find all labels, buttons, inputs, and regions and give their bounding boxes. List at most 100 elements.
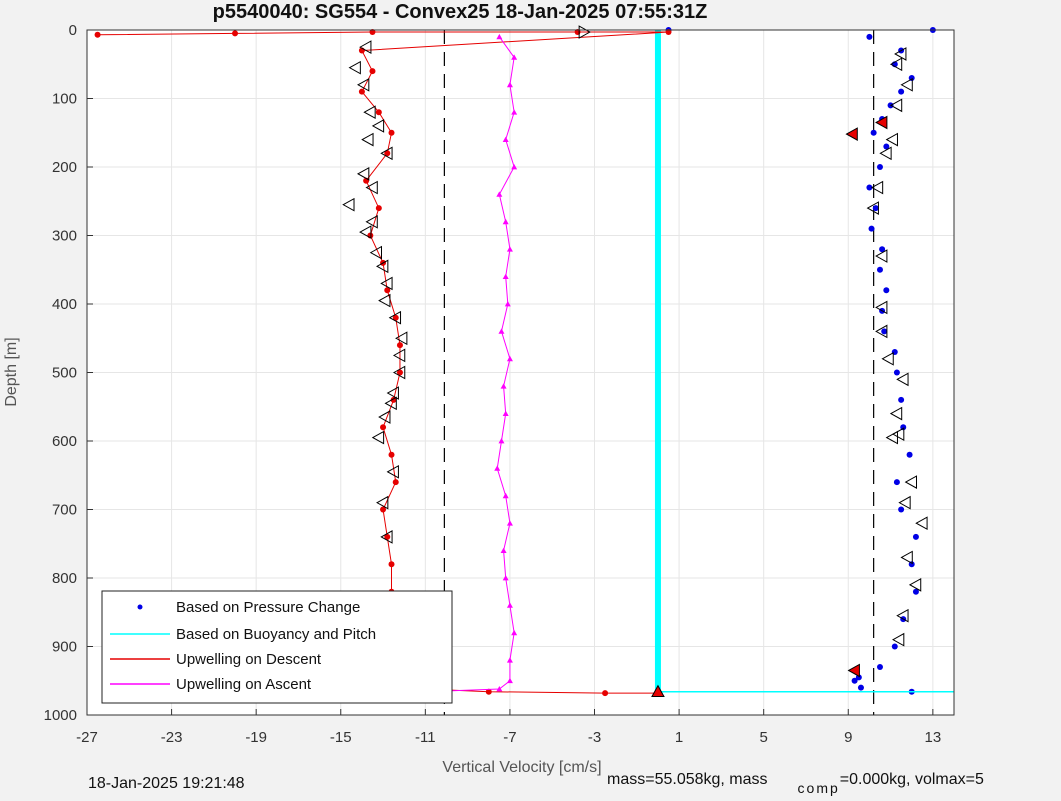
open-triangle-marker bbox=[894, 47, 907, 61]
open-triangle-marker bbox=[371, 430, 385, 445]
data-point bbox=[891, 348, 898, 355]
filled-triangle-marker bbox=[845, 127, 858, 141]
data-point bbox=[504, 301, 511, 307]
open-triangle-marker bbox=[359, 225, 372, 239]
open-triangle-marker bbox=[380, 530, 393, 544]
x-tick-label: -23 bbox=[161, 729, 183, 746]
data-point bbox=[502, 575, 509, 581]
y-tick-label: 500 bbox=[52, 365, 77, 382]
data-point bbox=[498, 438, 505, 444]
open-triangle-marker bbox=[376, 495, 389, 510]
data-point bbox=[912, 533, 919, 540]
open-triangle-marker bbox=[900, 550, 913, 565]
open-triangle-marker bbox=[875, 249, 888, 263]
y-tick-label: 1000 bbox=[44, 707, 77, 724]
y-tick-label: 200 bbox=[52, 159, 77, 176]
data-point bbox=[511, 164, 518, 170]
open-triangle-marker bbox=[388, 310, 402, 325]
data-point bbox=[857, 684, 864, 691]
open-triangle-marker bbox=[891, 632, 905, 647]
open-triangle-marker bbox=[881, 351, 894, 366]
data-point bbox=[502, 136, 509, 142]
open-triangle-marker bbox=[369, 245, 383, 260]
open-triangle-marker bbox=[908, 578, 922, 592]
open-triangle-marker bbox=[879, 146, 892, 161]
footer-mass-text-b: =0.000kg, volmax=5 bbox=[839, 771, 984, 788]
open-triangle-marker bbox=[898, 495, 911, 510]
buoyancy-band bbox=[654, 30, 661, 692]
data-point bbox=[851, 677, 858, 684]
footer-mass-info: mass=55.058kg, mass comp=0.000kg, volmax=… bbox=[607, 771, 984, 796]
data-point bbox=[506, 246, 513, 252]
data-point bbox=[898, 506, 905, 513]
open-triangle-marker bbox=[875, 300, 888, 315]
data-point bbox=[883, 287, 890, 294]
y-axis-label: Depth [m] bbox=[3, 337, 20, 406]
data-point bbox=[866, 184, 873, 191]
footer-mass-sub: comp bbox=[797, 780, 840, 796]
data-point bbox=[396, 342, 403, 349]
data-point bbox=[498, 328, 505, 334]
open-triangle-marker bbox=[380, 146, 393, 161]
data-point bbox=[511, 629, 518, 636]
series-pressure bbox=[665, 27, 936, 695]
open-triangle-marker bbox=[378, 293, 391, 308]
data-point bbox=[380, 424, 387, 431]
data-point bbox=[494, 465, 501, 471]
open-triangle-marker bbox=[376, 259, 389, 274]
open-triangle-marker bbox=[361, 132, 374, 147]
data-point bbox=[881, 328, 888, 335]
open-triangle-marker bbox=[392, 348, 406, 363]
open-triangle-marker bbox=[365, 180, 378, 195]
data-point bbox=[94, 31, 101, 38]
legend: Based on Pressure Change Based on Buoyan… bbox=[101, 590, 453, 704]
open-triangle-marker bbox=[380, 276, 393, 291]
data-point bbox=[602, 690, 609, 697]
open-triangle-marker bbox=[889, 406, 903, 421]
data-point bbox=[511, 109, 518, 115]
data-point bbox=[868, 225, 875, 232]
y-tick-label: 300 bbox=[52, 228, 77, 245]
open-triangle-marker bbox=[378, 410, 391, 424]
data-point bbox=[898, 88, 905, 95]
open-triangle-marker bbox=[578, 25, 591, 39]
x-tick-label: 9 bbox=[844, 729, 852, 746]
data-point bbox=[906, 451, 913, 458]
data-point bbox=[665, 29, 672, 36]
open-triangle-marker bbox=[395, 331, 408, 346]
x-tick-label: -19 bbox=[245, 729, 267, 746]
data-point bbox=[876, 164, 883, 170]
filled-triangle-marker bbox=[875, 115, 888, 130]
data-point bbox=[384, 287, 391, 294]
data-point bbox=[496, 191, 503, 197]
data-point bbox=[879, 246, 886, 253]
data-point bbox=[496, 685, 503, 692]
x-ticks: -27 -23 -19 -15 -11 -7 -3 1 5 9 13 bbox=[76, 709, 941, 746]
x-tick-label: 13 bbox=[925, 729, 942, 746]
open-triangle-marker bbox=[896, 372, 909, 387]
x-tick-label: -3 bbox=[588, 729, 601, 746]
data-point bbox=[506, 355, 513, 362]
footer-mass-text-a: mass=55.058kg, mass bbox=[607, 771, 768, 788]
data-point bbox=[380, 506, 387, 513]
x-tick-label: -27 bbox=[76, 729, 98, 746]
legend-label-buoyancy: Based on Buoyancy and Pitch bbox=[176, 626, 376, 643]
footer-timestamp: 18-Jan-2025 19:21:48 bbox=[88, 775, 245, 792]
x-tick-label: -7 bbox=[503, 729, 516, 746]
open-triangle-marker bbox=[889, 98, 903, 113]
data-point bbox=[392, 314, 399, 321]
open-triangle-marker bbox=[875, 324, 888, 339]
legend-label-pressure: Based on Pressure Change bbox=[176, 599, 360, 616]
data-point bbox=[898, 396, 905, 403]
data-point bbox=[876, 664, 883, 671]
legend-label-descent: Upwelling on Descent bbox=[176, 651, 322, 668]
x-axis-label: Vertical Velocity [cm/s] bbox=[442, 759, 601, 776]
data-point bbox=[506, 520, 513, 526]
open-triangle-marker bbox=[896, 608, 909, 623]
data-point bbox=[500, 383, 507, 389]
open-triangle-marker bbox=[891, 427, 905, 441]
data-point bbox=[912, 588, 919, 595]
open-triangle-marker bbox=[900, 77, 913, 92]
filled-triangle-marker bbox=[651, 684, 665, 698]
open-triangle-marker bbox=[889, 57, 903, 72]
